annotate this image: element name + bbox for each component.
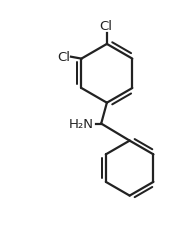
Text: Cl: Cl	[57, 51, 70, 64]
Text: H₂N: H₂N	[69, 118, 94, 130]
Text: Cl: Cl	[100, 20, 112, 33]
